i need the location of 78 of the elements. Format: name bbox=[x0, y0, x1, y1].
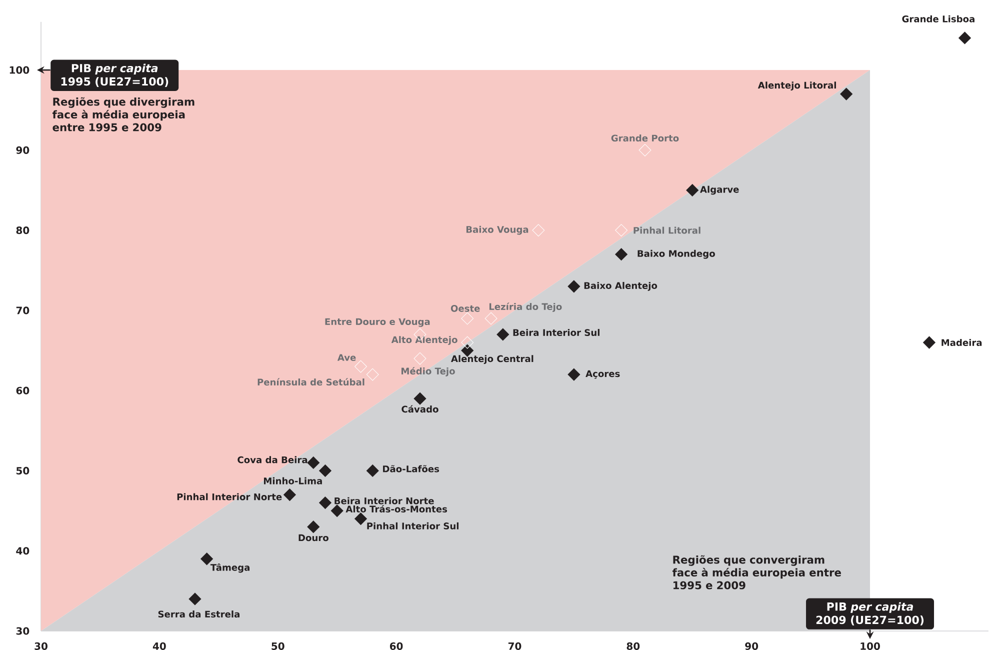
annotation: Alentejo Central bbox=[450, 355, 534, 364]
x-tick-label: 60 bbox=[390, 642, 403, 650]
x-tick-label: 50 bbox=[272, 642, 284, 650]
annotation: Oeste bbox=[450, 304, 480, 312]
annotation: Alto Trás-os-Montes bbox=[346, 505, 448, 512]
annotation: Alto Alentejo bbox=[391, 336, 458, 345]
point bbox=[283, 488, 296, 501]
annotation: Entre Douro e Vouga bbox=[325, 318, 430, 327]
annotation: Regiões que divergiram face à média europeia entre 1995 e 2009 bbox=[52, 97, 194, 132]
point bbox=[366, 464, 379, 477]
point bbox=[958, 32, 971, 44]
point bbox=[840, 88, 853, 100]
point bbox=[307, 456, 320, 469]
point bbox=[615, 248, 628, 261]
annotation: Tâmega bbox=[210, 563, 250, 573]
y-tick-label: 70 bbox=[16, 306, 30, 314]
annotation: Algarve bbox=[700, 186, 739, 195]
annotation: Península de Setúbal bbox=[258, 378, 364, 386]
point bbox=[484, 312, 498, 325]
point bbox=[319, 464, 332, 477]
point bbox=[615, 224, 628, 237]
point bbox=[200, 552, 214, 566]
x-tick-label: 80 bbox=[626, 642, 640, 650]
annotation: Beira Interior Norte bbox=[334, 497, 434, 504]
annotation: Douro bbox=[298, 534, 328, 542]
point bbox=[354, 512, 367, 526]
x-tick-label: 30 bbox=[34, 642, 48, 650]
annotation: Lezíria do Tejo bbox=[489, 302, 562, 312]
point bbox=[568, 280, 580, 293]
point bbox=[188, 592, 202, 606]
annotation: Dão-Lafões bbox=[383, 465, 440, 472]
point bbox=[461, 312, 474, 325]
point bbox=[686, 184, 699, 196]
point bbox=[319, 496, 332, 509]
point bbox=[354, 360, 367, 373]
point bbox=[496, 328, 510, 341]
annotation: Serra da Estrela bbox=[158, 610, 240, 618]
y-tick-label: 80 bbox=[16, 226, 30, 234]
y-axis-title: PIB per capita 1995 (UE27=100) bbox=[61, 64, 168, 87]
point bbox=[307, 520, 320, 534]
y-tick-label: 100 bbox=[10, 66, 30, 74]
annotation: Beira Interior Sul bbox=[513, 328, 600, 336]
point bbox=[414, 392, 426, 405]
point bbox=[923, 336, 936, 349]
y-tick-label: 40 bbox=[16, 547, 30, 555]
annotation: Grande Lisboa bbox=[902, 15, 974, 22]
annotation: Pinhal Litoral bbox=[634, 226, 700, 234]
x-tick-label: 90 bbox=[745, 642, 758, 650]
point bbox=[532, 224, 545, 237]
annotation: Baixo Vouga bbox=[466, 226, 528, 235]
annotation: Madeira bbox=[942, 338, 982, 346]
x-tick-label: 70 bbox=[508, 642, 522, 650]
annotation: Regiões que convergiram face à média europeia entre 1995 e 2009 bbox=[672, 555, 841, 590]
point bbox=[568, 368, 580, 381]
annotation: Grande Porto bbox=[611, 134, 679, 142]
annotation: Cávado bbox=[402, 405, 438, 413]
annotation: Baixo Alentejo bbox=[584, 282, 658, 291]
y-tick-label: 30 bbox=[16, 627, 30, 635]
x-tick-label: 100 bbox=[860, 642, 880, 650]
annotation: Açores bbox=[586, 370, 620, 379]
annotation: Minho-Lima bbox=[264, 477, 322, 484]
y-tick-label: 90 bbox=[16, 146, 30, 154]
point bbox=[366, 368, 379, 381]
point bbox=[461, 336, 474, 349]
x-tick-label: 40 bbox=[152, 642, 166, 650]
annotation: Pinhal Interior Sul bbox=[367, 522, 458, 530]
point bbox=[638, 144, 652, 156]
annotation: Médio Tejo bbox=[402, 367, 455, 376]
annotation: Ave bbox=[337, 354, 356, 361]
annotation: Cova da Beira bbox=[238, 456, 308, 464]
y-tick-label: 60 bbox=[16, 386, 30, 394]
annotation: Pinhal Interior Norte bbox=[177, 493, 282, 500]
x-axis-title: PIB per capita 2009 (UE27=100) bbox=[816, 602, 924, 626]
point bbox=[330, 504, 344, 517]
y-tick-label: 50 bbox=[16, 466, 30, 475]
annotation: Alentejo Litoral bbox=[758, 82, 836, 90]
point bbox=[414, 352, 426, 365]
annotation: Baixo Mondego bbox=[638, 250, 715, 259]
